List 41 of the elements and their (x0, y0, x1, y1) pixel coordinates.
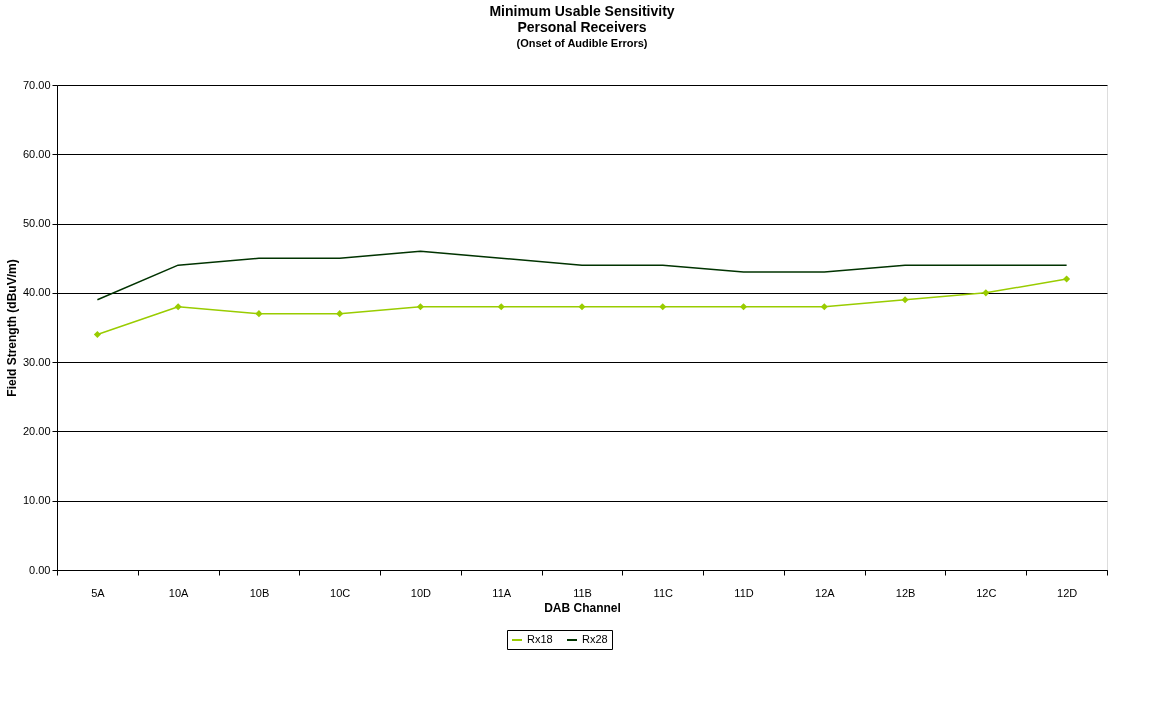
point (93, 330, 101, 338)
y-tick-label: 20.00 (22, 424, 51, 437)
point (336, 310, 344, 318)
x-tick-label: 10D (410, 586, 432, 599)
x-axis-title: DAB Channel (544, 600, 621, 615)
point (982, 289, 990, 297)
y-tick-label: 10.00 (22, 494, 51, 507)
y-tick-label: 40.00 (22, 286, 51, 299)
legend-label: Rx28 (582, 633, 608, 645)
x-tick-label: 11D (734, 586, 754, 599)
y-tick-label: 50.00 (22, 217, 51, 230)
x-tick-label: 10C (330, 586, 351, 599)
x-tick-label: 12B (895, 586, 916, 599)
x-tick-label: 12D (1057, 586, 1078, 599)
y-tick-label: 70.00 (22, 78, 51, 91)
point (578, 303, 586, 311)
chart-subtitle: (Onset of Audible Errors) (516, 37, 648, 49)
y-axis-title: Field Strength (dBuV/m) (4, 259, 19, 397)
x-tick-label: 11C (653, 586, 673, 599)
x-tick-label: 11B (573, 586, 592, 599)
point (740, 303, 748, 311)
line-series (96, 250, 1068, 301)
y-tick-label: 30.00 (22, 355, 51, 368)
point (174, 303, 182, 311)
point (820, 303, 828, 311)
point (497, 303, 505, 311)
point (1063, 275, 1071, 283)
x-tick-label: 12A (815, 586, 836, 599)
x-tick-label: 10B (249, 586, 270, 599)
y-tick-label: 0.00 (29, 563, 51, 576)
point (255, 310, 263, 318)
chart-title: Minimum Usable Sensitivity Personal Receivers (489, 3, 675, 35)
x-tick-label: 10A (168, 586, 190, 599)
x-tick-label: 12C (976, 586, 997, 599)
legend-label: Rx18 (527, 633, 553, 645)
point (901, 296, 909, 304)
point (416, 303, 424, 311)
x-tick-label: 5A (91, 586, 106, 599)
point (659, 303, 667, 311)
x-tick-label: 11A (492, 586, 512, 599)
y-tick-label: 60.00 (22, 147, 51, 160)
